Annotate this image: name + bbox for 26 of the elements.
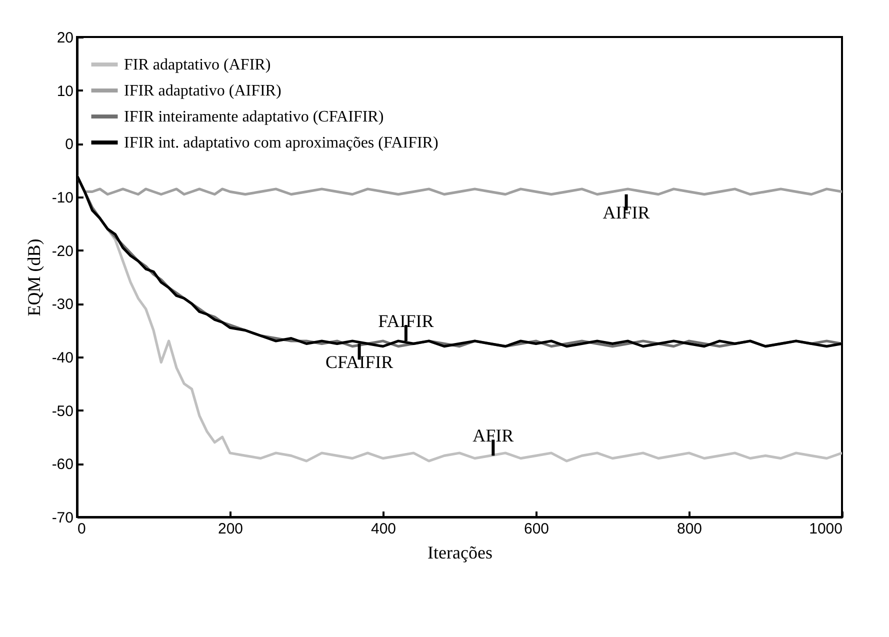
y-axis-title: EQM (dB) bbox=[24, 238, 44, 316]
annotation: CFAIFIR bbox=[325, 352, 394, 372]
y-tick-label: -20 bbox=[52, 242, 74, 260]
x-tick-label: 600 bbox=[524, 520, 550, 538]
y-tick-label: -70 bbox=[52, 510, 74, 526]
x-tick-label: 200 bbox=[218, 520, 244, 538]
x-tick-label: 400 bbox=[370, 520, 396, 538]
x-tick-label: 800 bbox=[676, 520, 702, 538]
y-tick-label: 10 bbox=[56, 82, 74, 100]
x-tick-label: 0 bbox=[78, 520, 86, 538]
x-tick-label: 1000 bbox=[809, 520, 842, 538]
annotation: AIFIR bbox=[602, 202, 650, 223]
y-tick-label: -30 bbox=[52, 296, 74, 314]
y-tick-label: -10 bbox=[52, 190, 74, 206]
legend-label: IFIR inteiramente adaptativo (CFAIFIR) bbox=[124, 108, 384, 126]
y-tick-label: -50 bbox=[52, 402, 74, 420]
y-tick-label: -60 bbox=[52, 456, 74, 474]
y-tick-label: 0 bbox=[65, 136, 74, 154]
y-tick-label: 20 bbox=[56, 30, 74, 46]
y-tick-label: -40 bbox=[52, 350, 74, 366]
annotation: AFIR bbox=[472, 425, 514, 446]
x-axis-title: Iterações bbox=[428, 542, 492, 562]
annotation: FAIFIR bbox=[378, 310, 434, 331]
legend-label: IFIR int. adaptativo com aproximações (FAIFIR) bbox=[124, 134, 438, 152]
legend-label: FIR adaptativo (AFIR) bbox=[124, 56, 271, 74]
legend-label: IFIR adaptativo (AIFIR) bbox=[124, 82, 282, 100]
